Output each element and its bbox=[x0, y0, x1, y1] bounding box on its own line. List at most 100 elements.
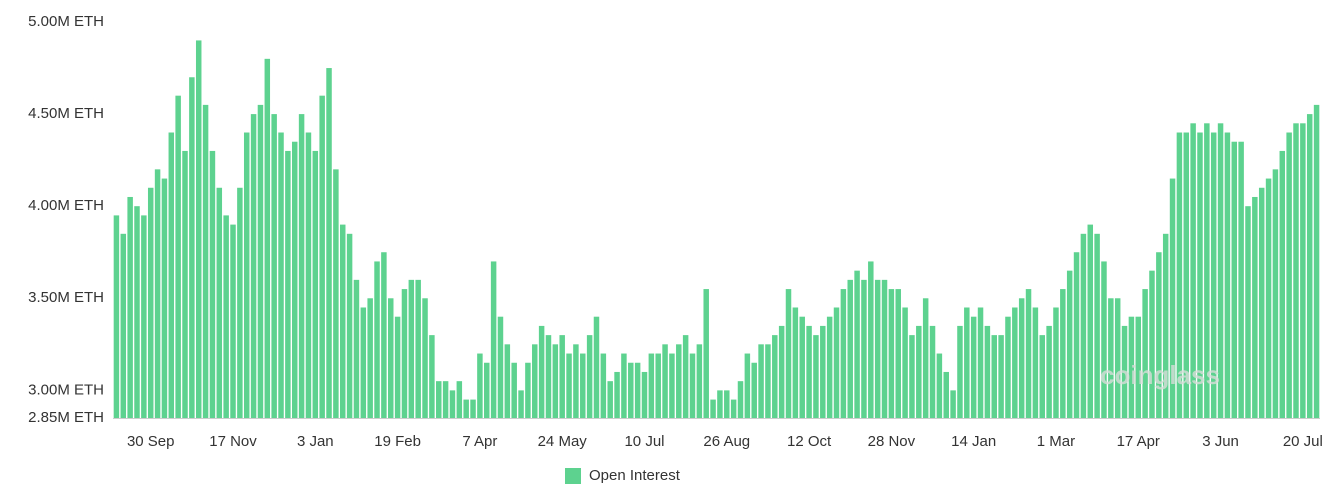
y-tick-label: 4.50M ETH bbox=[28, 105, 104, 122]
bar bbox=[1053, 307, 1059, 418]
bar bbox=[161, 178, 168, 418]
bar bbox=[257, 104, 264, 418]
legend-swatch[interactable] bbox=[565, 468, 581, 484]
x-tick-label: 20 Jul bbox=[1283, 433, 1323, 450]
bar bbox=[127, 196, 133, 418]
bar bbox=[401, 289, 408, 418]
bar bbox=[1039, 335, 1045, 418]
bar bbox=[1217, 123, 1224, 419]
bar bbox=[628, 362, 634, 418]
x-tick-label: 3 Jan bbox=[297, 433, 334, 450]
bar bbox=[175, 95, 181, 419]
bar bbox=[1012, 307, 1018, 418]
bar bbox=[1300, 123, 1306, 419]
bar bbox=[758, 344, 764, 418]
bar bbox=[1313, 104, 1320, 418]
bar bbox=[477, 353, 483, 418]
bar bbox=[346, 233, 353, 418]
bar bbox=[1265, 178, 1272, 418]
bar bbox=[243, 132, 250, 418]
bar bbox=[881, 279, 888, 418]
bar bbox=[436, 381, 442, 418]
bar bbox=[511, 362, 517, 418]
bar bbox=[1279, 150, 1286, 418]
bar bbox=[223, 215, 229, 418]
bar bbox=[250, 114, 257, 419]
bar bbox=[1245, 206, 1251, 418]
bar bbox=[182, 150, 188, 418]
bar bbox=[573, 344, 579, 418]
bar bbox=[538, 325, 545, 418]
bar bbox=[710, 399, 716, 418]
bar bbox=[614, 371, 620, 418]
y-tick-label: 4.00M ETH bbox=[28, 197, 104, 214]
bar bbox=[532, 344, 538, 418]
bar bbox=[1121, 325, 1128, 418]
bar bbox=[1142, 289, 1148, 418]
bar bbox=[703, 289, 709, 418]
bar bbox=[1073, 252, 1080, 418]
bar bbox=[1238, 141, 1244, 418]
bar bbox=[970, 316, 977, 418]
bar bbox=[374, 261, 380, 418]
bar bbox=[634, 362, 641, 418]
bar bbox=[195, 40, 202, 418]
y-tick-label: 5.00M ETH bbox=[28, 13, 104, 30]
bar bbox=[490, 261, 497, 418]
bar bbox=[1190, 123, 1196, 419]
bar bbox=[792, 307, 799, 418]
bar bbox=[1183, 132, 1190, 418]
bar bbox=[895, 289, 901, 418]
bar bbox=[909, 335, 915, 418]
bar bbox=[580, 353, 586, 418]
bar bbox=[1272, 169, 1279, 418]
x-tick-label: 30 Sep bbox=[127, 433, 175, 450]
bar bbox=[854, 270, 860, 418]
bar bbox=[847, 279, 853, 418]
bar bbox=[216, 187, 223, 418]
bar bbox=[1005, 316, 1011, 418]
bar bbox=[388, 298, 394, 418]
bar bbox=[724, 390, 730, 418]
bar bbox=[984, 325, 991, 418]
bar bbox=[456, 381, 463, 418]
bar bbox=[278, 132, 284, 418]
bar bbox=[154, 169, 161, 418]
bar bbox=[408, 279, 415, 418]
bar bbox=[813, 335, 819, 418]
legend-label[interactable]: Open Interest bbox=[589, 467, 681, 484]
x-tick-label: 12 Oct bbox=[787, 433, 832, 450]
bar bbox=[271, 114, 277, 419]
bar bbox=[230, 224, 236, 418]
bar bbox=[168, 132, 175, 418]
bar bbox=[943, 371, 949, 418]
x-tick-label: 14 Jan bbox=[951, 433, 996, 450]
bar bbox=[641, 371, 648, 418]
x-tick-label: 17 Nov bbox=[209, 433, 257, 450]
bar bbox=[1135, 316, 1142, 418]
bar bbox=[545, 335, 552, 418]
bar bbox=[147, 187, 154, 418]
bar bbox=[552, 344, 559, 418]
bar bbox=[298, 114, 305, 419]
bar bbox=[285, 150, 291, 418]
bar bbox=[415, 279, 421, 418]
bar bbox=[360, 307, 367, 418]
bar bbox=[1087, 224, 1094, 418]
bar bbox=[1108, 298, 1114, 418]
bar bbox=[264, 58, 271, 418]
bar bbox=[950, 390, 956, 418]
y-tick-label: 3.00M ETH bbox=[28, 381, 104, 398]
x-tick-label: 3 Jun bbox=[1202, 433, 1239, 450]
bar bbox=[593, 316, 600, 418]
bar bbox=[621, 353, 627, 418]
x-tick-label: 1 Mar bbox=[1037, 433, 1075, 450]
bar bbox=[1258, 187, 1265, 418]
bar bbox=[1114, 298, 1121, 418]
bar bbox=[991, 335, 997, 418]
bar bbox=[772, 335, 778, 418]
bar bbox=[717, 390, 723, 418]
bar bbox=[868, 261, 874, 418]
bar bbox=[1060, 289, 1066, 418]
